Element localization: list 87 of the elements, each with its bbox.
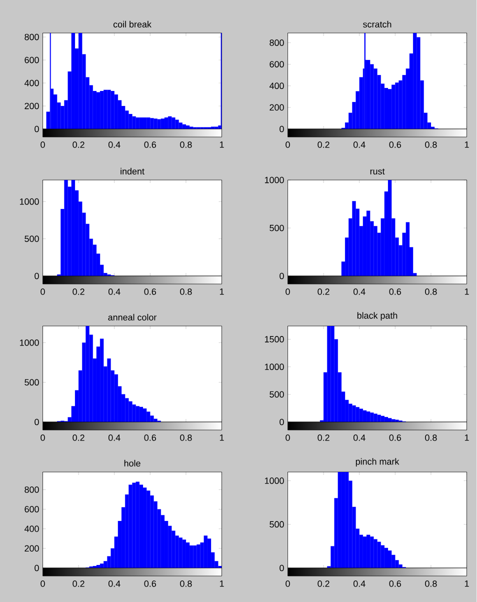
chart-title: anneal color <box>108 314 157 321</box>
x-tick-label: 1 <box>220 142 224 148</box>
x-tick-label: 0.8 <box>425 580 437 587</box>
y-tick-label: 0 <box>280 418 284 426</box>
x-tick-label: 0.2 <box>318 434 330 441</box>
x-tick-label: 0.6 <box>389 142 402 148</box>
x-tick-label: 0.8 <box>180 434 192 441</box>
x-tick-label: 0.6 <box>389 580 402 587</box>
x-tick-label: 0.8 <box>180 580 192 587</box>
y-tick-label: 400 <box>270 82 284 90</box>
x-tick-label: 0 <box>40 142 46 148</box>
y-tick-label: 500 <box>270 521 284 528</box>
x-tick-label: 1 <box>220 288 224 295</box>
y-tick-label: 0 <box>34 126 40 132</box>
chart-title: coil break <box>114 20 152 28</box>
x-tick-label: 0.6 <box>144 434 156 441</box>
x-tick-label: 0.6 <box>389 434 402 441</box>
y-tick-label: 1000 <box>265 176 284 184</box>
chart-title: black path <box>358 312 398 320</box>
x-tick-label: 1 <box>465 142 469 148</box>
y-tick-label: 500 <box>270 391 284 398</box>
y-tick-label: 0 <box>280 272 284 280</box>
y-tick-label: 1000 <box>20 198 40 205</box>
x-tick-label: 0 <box>286 288 290 295</box>
y-tick-label: 400 <box>24 526 40 532</box>
x-tick-label: 0.6 <box>144 580 156 587</box>
y-tick-label: 0 <box>280 126 284 132</box>
y-tick-label: 500 <box>24 236 40 242</box>
y-tick-label: 1000 <box>265 478 284 484</box>
x-tick-label: 0.8 <box>425 288 437 295</box>
x-tick-label: 0.4 <box>354 288 366 295</box>
x-tick-label: 1 <box>465 288 469 295</box>
y-tick-label: 800 <box>24 34 40 40</box>
y-tick-label: 200 <box>270 104 284 111</box>
chart-title: hole <box>124 460 140 467</box>
x-tick-label: 0.8 <box>180 142 192 148</box>
x-tick-label: 1 <box>220 434 224 441</box>
y-tick-label: 1500 <box>265 336 284 342</box>
x-tick-label: 0.2 <box>318 288 330 295</box>
x-tick-label: 0.8 <box>425 142 437 148</box>
x-tick-label: 0.4 <box>354 142 366 148</box>
x-tick-label: 0 <box>286 142 290 148</box>
x-tick-label: 0 <box>40 288 46 295</box>
y-tick-label: 1000 <box>265 364 284 370</box>
x-tick-label: 0.4 <box>354 434 366 441</box>
chart-title: rust <box>370 168 385 175</box>
y-tick-label: 500 <box>24 379 40 386</box>
x-tick-label: 0.4 <box>108 580 120 587</box>
x-tick-label: 0.4 <box>108 288 120 295</box>
x-tick-label: 0 <box>40 434 46 441</box>
x-tick-label: 0.6 <box>389 288 402 295</box>
y-tick-label: 1000 <box>20 339 40 346</box>
x-tick-label: 0.8 <box>180 288 192 295</box>
y-tick-label: 600 <box>24 56 40 64</box>
x-tick-label: 1 <box>465 434 469 441</box>
chart-title: scratch <box>363 20 392 28</box>
x-tick-label: 0 <box>286 434 290 441</box>
x-tick-label: 0.8 <box>425 434 437 441</box>
y-tick-label: 400 <box>24 80 40 86</box>
x-tick-label: 0.2 <box>72 142 84 148</box>
x-tick-label: 0.4 <box>354 580 366 587</box>
x-tick-label: 0.2 <box>72 434 84 441</box>
y-tick-label: 200 <box>24 545 40 552</box>
x-tick-label: 1 <box>220 580 224 587</box>
x-tick-label: 0.2 <box>318 580 330 587</box>
y-tick-label: 500 <box>270 224 284 232</box>
y-tick-label: 600 <box>270 61 284 68</box>
y-tick-label: 800 <box>270 40 284 46</box>
y-tick-label: 0 <box>34 418 40 426</box>
y-tick-label: 0 <box>34 564 40 572</box>
x-tick-label: 0.6 <box>144 288 156 295</box>
chart-title: indent <box>120 168 145 175</box>
x-tick-label: 0 <box>286 580 290 587</box>
x-tick-label: 0.4 <box>108 142 120 148</box>
chart-title: pinch mark <box>356 458 400 466</box>
x-tick-label: 0.2 <box>72 580 84 587</box>
y-tick-label: 600 <box>24 506 40 512</box>
x-tick-label: 1 <box>465 580 469 587</box>
x-tick-label: 0.2 <box>318 142 330 148</box>
x-tick-label: 0.6 <box>144 142 156 148</box>
x-tick-label: 0 <box>40 580 46 587</box>
x-tick-label: 0.4 <box>108 434 120 441</box>
y-tick-label: 0 <box>280 564 284 572</box>
y-tick-label: 0 <box>34 272 40 280</box>
y-tick-label: 200 <box>24 102 40 110</box>
x-tick-label: 0.2 <box>72 288 84 295</box>
y-tick-label: 800 <box>24 486 40 493</box>
